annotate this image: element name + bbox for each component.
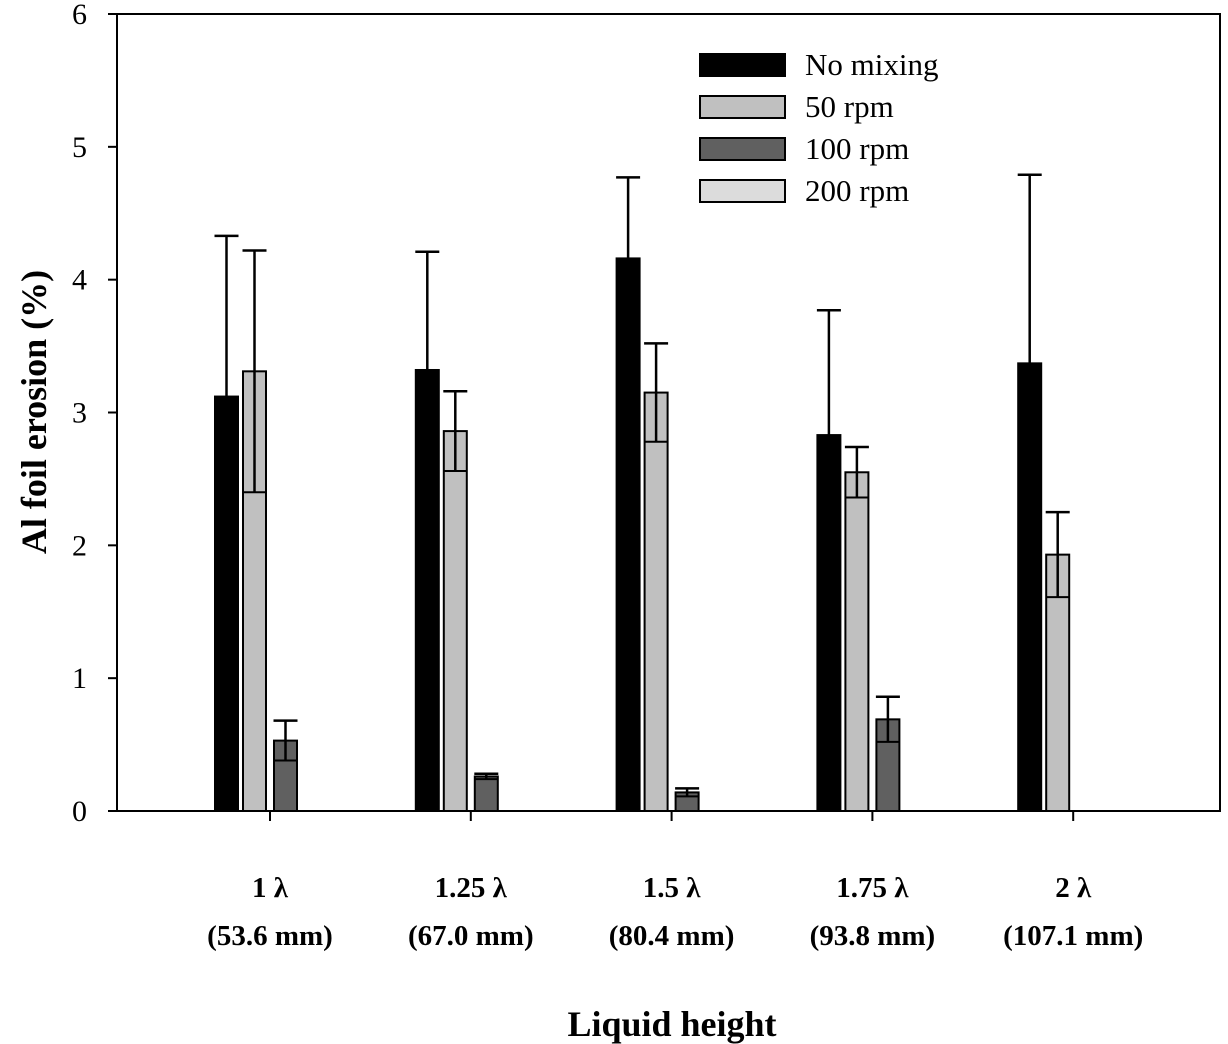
- y-tick-label: 6: [72, 0, 87, 31]
- y-tick-label: 4: [72, 264, 87, 297]
- y-tick-label: 2: [72, 529, 87, 562]
- x-tick-sublabel: (80.4 mm): [609, 920, 735, 952]
- x-tick-sublabel: (67.0 mm): [408, 920, 534, 952]
- legend-swatch: [699, 179, 786, 203]
- x-axis-title: Liquid height: [567, 1004, 776, 1044]
- legend-swatch: [699, 137, 786, 161]
- y-axis-title: Al foil erosion (%): [14, 270, 54, 554]
- x-tick-sublabel: (93.8 mm): [810, 920, 936, 952]
- legend-swatch: [699, 95, 786, 119]
- legend-label: 100 rpm: [805, 131, 909, 166]
- y-tick-label: 0: [72, 795, 87, 828]
- x-tick-label: 1.25 λ: [435, 872, 508, 904]
- legend-label: 200 rpm: [805, 173, 909, 208]
- bar: [442, 430, 468, 812]
- x-axis: 1 λ (53.6 mm) 1.25 λ (67.0 mm) 1.5 λ (80.4 mm…: [207, 811, 1143, 952]
- legend-label: 50 rpm: [805, 89, 894, 124]
- bars: [214, 173, 1071, 812]
- bar: [844, 471, 870, 812]
- y-tick-label: 5: [72, 131, 87, 164]
- x-tick-sublabel: (53.6 mm): [207, 920, 333, 952]
- legend: No mixing 50 rpm 100 rpm 200 rpm: [699, 47, 938, 208]
- legend-label: No mixing: [805, 47, 938, 82]
- bar: [643, 391, 669, 812]
- y-tick-label: 1: [72, 662, 87, 695]
- bar: [615, 257, 641, 812]
- legend-swatch: [699, 53, 786, 77]
- x-tick-label: 1.75 λ: [836, 872, 909, 904]
- x-tick-sublabel: (107.1 mm): [1003, 920, 1143, 952]
- y-axis: 0 1 2 3 4 5 6: [72, 0, 117, 828]
- x-tick-label: 1 λ: [252, 872, 289, 904]
- x-tick-label: 1.5 λ: [643, 872, 702, 904]
- bar: [473, 775, 499, 812]
- y-tick-label: 3: [72, 397, 87, 430]
- x-tick-label: 2 λ: [1055, 872, 1092, 904]
